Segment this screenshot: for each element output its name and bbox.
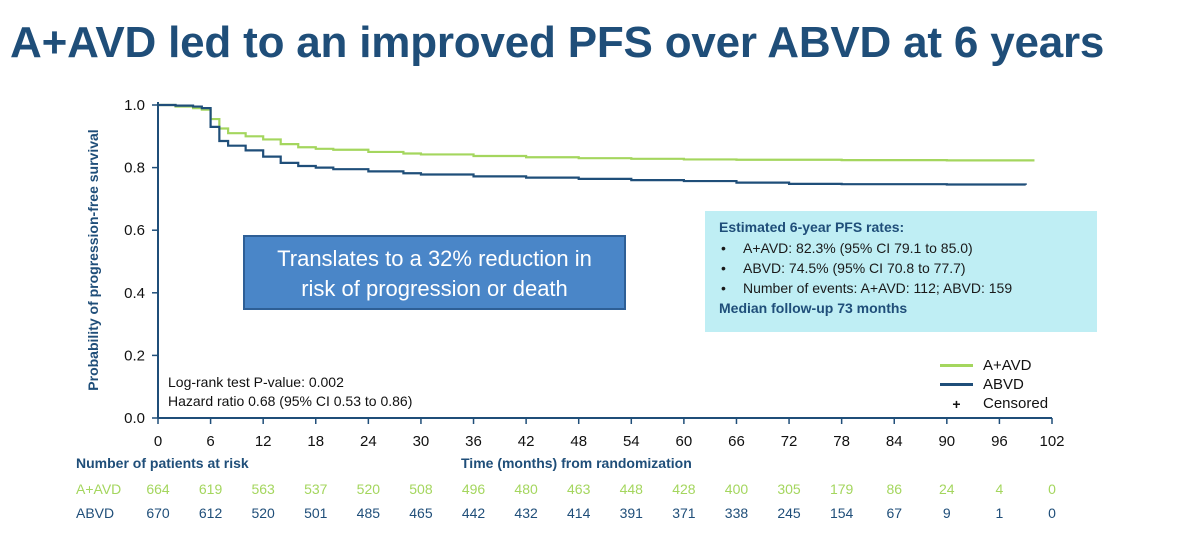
pfs-events: Number of events: A+AVD: 112; ABVD: 159 [721, 278, 1083, 298]
median-follow-up: Median follow-up 73 months [719, 300, 908, 316]
x-axis-label: Time (months) from randomization [461, 455, 692, 471]
x-tick-label: 72 [781, 433, 798, 450]
risk-cell: 465 [409, 505, 433, 521]
y-tick-label: 0.8 [124, 160, 145, 177]
legend-label-censored: Censored [983, 395, 1049, 412]
x-tick-label: 90 [938, 433, 955, 450]
risk-cell: 664 [146, 481, 170, 497]
slide-title: A+AVD led to an improved PFS over ABVD a… [10, 18, 1105, 67]
x-tick-label: 84 [886, 433, 903, 450]
x-tick-label: 78 [833, 433, 850, 450]
risk-cell: 245 [777, 505, 801, 521]
risk-cell: 520 [356, 481, 381, 497]
legend: A+AVD ABVD + Censored [940, 356, 1048, 413]
risk-cell: 537 [304, 481, 328, 497]
legend-label-aavd: A+AVD [983, 357, 1032, 374]
survival-curve-a-avd [158, 103, 1035, 162]
pfs-rates-heading: Estimated 6-year PFS rates: [719, 219, 905, 235]
x-tick-label: 12 [255, 433, 272, 450]
risk-cell: 670 [146, 505, 170, 521]
risk-row-label: ABVD [76, 505, 115, 521]
risk-cell: 400 [724, 481, 749, 497]
pfs-rate-abvd: ABVD: 74.5% (95% CI 70.8 to 77.7) [721, 258, 1083, 278]
x-tick-label: 54 [623, 433, 640, 450]
x-tick-label: 48 [570, 433, 587, 450]
y-tick-label: 0.2 [124, 347, 145, 364]
risk-cell: 24 [939, 481, 955, 497]
legend-swatch-aavd [940, 364, 973, 367]
survival-curve-abvd [158, 103, 1027, 186]
censor-plus-icon: + [952, 395, 961, 412]
risk-cell: 305 [777, 481, 801, 497]
risk-cell: 0 [1048, 505, 1056, 521]
risk-cell: 563 [251, 481, 275, 497]
pfs-rates-box: Estimated 6-year PFS rates: A+AVD: 82.3%… [705, 211, 1097, 332]
logrank-text: Log-rank test P-value: 0.002 [168, 374, 344, 390]
legend-swatch-abvd [940, 383, 973, 386]
x-tick-label: 0 [154, 433, 162, 450]
y-tick-label: 0.4 [124, 285, 145, 302]
callout-line-1: Translates to a 32% reduction in [277, 246, 592, 271]
risk-cell: 619 [198, 481, 223, 497]
risk-cell: 496 [461, 481, 486, 497]
x-tick-label: 30 [413, 433, 430, 450]
risk-cell: 0 [1048, 481, 1056, 497]
pfs-rates-list: A+AVD: 82.3% (95% CI 79.1 to 85.0) ABVD:… [719, 238, 1083, 298]
risk-cell: 432 [514, 505, 538, 521]
pfs-rate-aavd: A+AVD: 82.3% (95% CI 79.1 to 85.0) [721, 238, 1083, 258]
risk-cell: 480 [514, 481, 538, 497]
callout-box: Translates to a 32% reduction in risk of… [243, 235, 626, 310]
y-axis-label: Probability of progression-free survival [85, 129, 101, 390]
risk-cell: 414 [567, 505, 591, 521]
risk-cell: 9 [942, 505, 951, 521]
risk-cell: 4 [995, 481, 1004, 497]
risk-cell: 520 [251, 505, 275, 521]
x-tick-label: 96 [991, 433, 1008, 450]
risk-row-label: A+AVD [76, 481, 122, 497]
risk-cell: 338 [724, 505, 749, 521]
y-tick-label: 0.0 [124, 410, 145, 427]
callout-line-2: risk of progression or death [301, 276, 568, 301]
risk-cell: 463 [567, 481, 591, 497]
legend-item-aavd: A+AVD [940, 356, 1048, 375]
hazard-ratio-text: Hazard ratio 0.68 (95% CI 0.53 to 0.86) [168, 393, 413, 409]
risk-cell: 485 [356, 505, 381, 521]
y-tick-label: 0.6 [124, 222, 145, 239]
test-statistics: Log-rank test P-value: 0.002 Hazard rati… [168, 373, 412, 411]
risk-cell: 1 [995, 505, 1004, 521]
risk-cell: 428 [672, 481, 696, 497]
risk-cell: 154 [829, 505, 854, 521]
risk-cell: 448 [619, 481, 643, 497]
legend-label-abvd: ABVD [983, 376, 1024, 393]
risk-cell: 179 [829, 481, 854, 497]
x-tick-label: 66 [728, 433, 745, 450]
legend-item-censored: + Censored [940, 394, 1048, 413]
risk-cell: 508 [409, 481, 433, 497]
risk-cell: 371 [672, 505, 696, 521]
x-tick-label: 6 [206, 433, 214, 450]
x-tick-label: 102 [1039, 433, 1064, 450]
x-tick-label: 18 [307, 433, 324, 450]
axes: 0 6 12 18 24 30 36 42 48 54 60 66 72 78 84 90 96 102 0.0 0.… [124, 97, 1064, 450]
x-tick-label: 36 [465, 433, 482, 450]
survival-curves [158, 103, 1035, 186]
x-tick-label: 42 [518, 433, 535, 450]
legend-item-abvd: ABVD [940, 375, 1048, 394]
risk-cell: 501 [304, 505, 328, 521]
risk-cell: 442 [461, 505, 486, 521]
risk-cell: 612 [198, 505, 223, 521]
y-tick-label: 1.0 [124, 97, 145, 114]
risk-cell: 391 [619, 505, 643, 521]
risk-table-title: Number of patients at risk [76, 455, 249, 471]
risk-cell: 86 [886, 481, 903, 497]
x-tick-label: 60 [676, 433, 693, 450]
risk-cell: 67 [886, 505, 903, 521]
x-tick-label: 24 [360, 433, 377, 450]
